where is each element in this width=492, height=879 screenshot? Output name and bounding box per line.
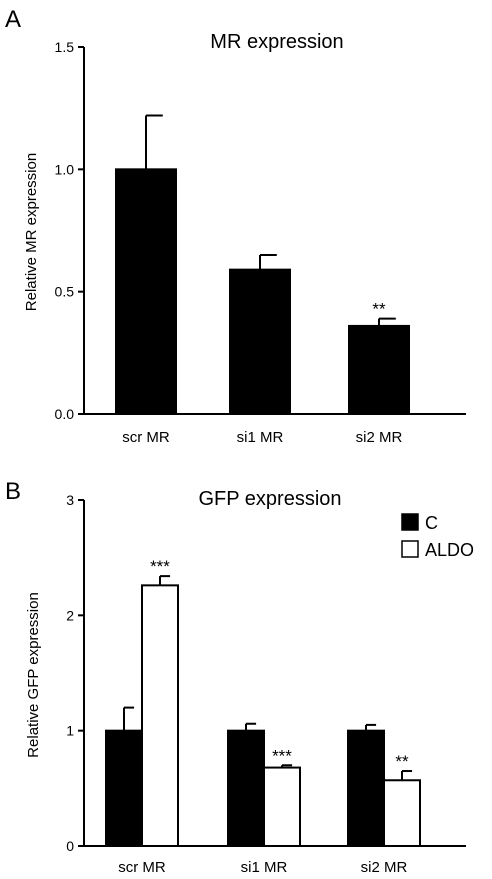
- gfp-aldo-significance: ***: [272, 746, 292, 765]
- legend-swatch-c: [401, 513, 419, 531]
- gfp-c-bar: [227, 729, 265, 848]
- mr-bar: [115, 168, 177, 415]
- y-tick-label: 3: [66, 492, 74, 508]
- gfp-aldo-significance: **: [395, 752, 409, 771]
- y-tick-label: 1.5: [55, 39, 75, 55]
- legend-label-c: C: [425, 513, 438, 533]
- y-tick-label: 1: [66, 723, 74, 739]
- y-tick-label: 0.0: [55, 406, 75, 422]
- gfp-aldo-significance: ***: [150, 557, 170, 576]
- panel-a: A MR expression Relative MR expression 0…: [5, 6, 466, 446]
- y-axis-label-a: Relative MR expression: [23, 153, 40, 311]
- chart-title-b: GFP expression: [198, 488, 341, 510]
- y-tick-label: 0: [66, 838, 74, 854]
- gfp-c-bar: [105, 729, 143, 848]
- category-label: si1 MR: [237, 429, 284, 446]
- category-labels-a: scr MR si1 MR si2 MR: [122, 429, 402, 446]
- category-label: si2 MR: [356, 429, 403, 446]
- gfp-aldo-bar: [383, 779, 421, 848]
- category-label: scr MR: [122, 429, 170, 446]
- y-ticks-b: 0 1 2 3: [66, 492, 84, 854]
- panel-label-b: B: [5, 478, 21, 505]
- mr-significance: **: [372, 300, 386, 319]
- category-label: si2 MR: [361, 859, 408, 876]
- y-tick-label: 0.5: [55, 284, 75, 300]
- category-label: scr MR: [118, 859, 166, 876]
- panel-b: B GFP expression Relative GFP expression…: [5, 478, 474, 876]
- y-axis-label-b: Relative GFP expression: [25, 592, 42, 758]
- panel-label-a: A: [5, 6, 21, 33]
- category-label: si1 MR: [241, 859, 288, 876]
- legend-swatch-aldo: [401, 540, 419, 558]
- legend-label-aldo: ALDO: [425, 540, 474, 560]
- bars-b: ****** **: [105, 557, 421, 848]
- bars-a: **: [115, 114, 410, 416]
- mr-bar: [348, 324, 410, 416]
- mr-bar: [229, 268, 291, 415]
- y-ticks-a: 0.0 0.5 1.0 1.5: [55, 39, 84, 422]
- gfp-aldo-bar: [263, 766, 301, 847]
- y-tick-label: 2: [66, 607, 74, 623]
- gfp-c-bar: [347, 729, 385, 848]
- legend: C ALDO: [401, 513, 474, 560]
- gfp-aldo-bar: [141, 584, 179, 847]
- y-tick-label: 1.0: [55, 161, 75, 177]
- category-labels-b: scr MR si1 MR si2 MR: [118, 859, 407, 876]
- chart-title-a: MR expression: [210, 31, 343, 53]
